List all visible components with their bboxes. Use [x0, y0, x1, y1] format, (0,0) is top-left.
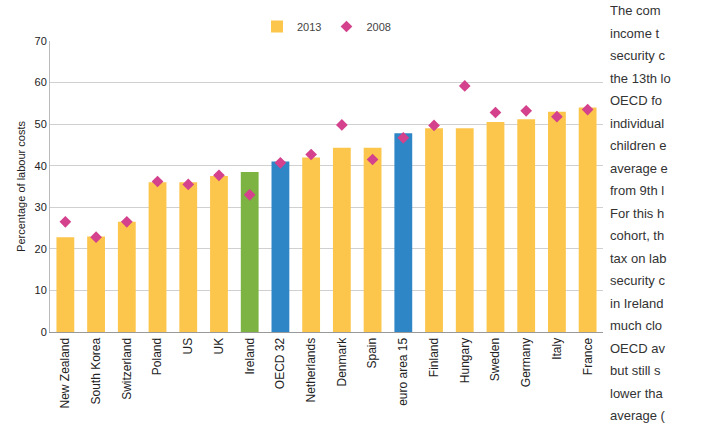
svg-text:70: 70 [35, 35, 47, 47]
svg-text:France: France [581, 337, 595, 375]
html-text:average (: average ( [610, 408, 665, 423]
svg-text:40: 40 [35, 160, 47, 172]
svg-text:Switzerland: Switzerland [120, 338, 134, 400]
svg-text:Italy: Italy [550, 338, 564, 360]
svg-text:50: 50 [35, 118, 47, 130]
html-text:income t: income t [610, 25, 660, 41]
html-text:the 13th lo: the 13th lo [610, 70, 671, 86]
svg-text:2008: 2008 [366, 21, 390, 33]
html-text:in Ireland: in Ireland [610, 295, 664, 311]
html-text:cohort, th: cohort, th [610, 228, 665, 243]
html-text:OECD fo: OECD fo [610, 93, 662, 108]
svg-text:euro area 15: euro area 15 [396, 337, 410, 405]
html-text:The com: The com [610, 3, 661, 18]
svg-text:60: 60 [35, 76, 47, 88]
svg-text:South Korea: South Korea [89, 337, 103, 404]
html-text:children e: children e [610, 138, 667, 153]
html-text:For this h: For this h [610, 205, 665, 221]
svg-text:Ireland: Ireland [243, 338, 257, 375]
svg-text:US: US [181, 338, 195, 355]
svg-text:Hungary: Hungary [458, 338, 472, 383]
html-text:from 9th l: from 9th l [610, 183, 665, 198]
svg-text:OECD 32: OECD 32 [273, 337, 287, 389]
svg-text:Germany: Germany [519, 338, 533, 387]
svg-text:2013: 2013 [297, 21, 321, 33]
html-text:individual: individual [610, 115, 665, 131]
html-text:average e: average e [610, 160, 668, 176]
html-text:security c: security c [610, 273, 665, 288]
svg-text:UK: UK [212, 338, 226, 355]
svg-text:Finland: Finland [427, 338, 441, 377]
svg-text:New Zealand: New Zealand [58, 338, 72, 409]
html-text:lower tha: lower tha [610, 385, 663, 401]
svg-text:30: 30 [35, 201, 47, 213]
svg-text:Netherlands: Netherlands [304, 338, 318, 403]
svg-text:Sweden: Sweden [488, 338, 502, 381]
svg-text:Spain: Spain [365, 338, 379, 369]
html-text:but still s: but still s [610, 363, 661, 378]
svg-text:Poland: Poland [150, 338, 164, 375]
svg-text:0: 0 [41, 326, 47, 338]
html-text:much clo: much clo [610, 318, 662, 333]
svg-text:20: 20 [35, 243, 47, 255]
html-text:tax on lab: tax on lab [610, 250, 667, 266]
svg-text:Percentage of labour costs: Percentage of labour costs [15, 121, 27, 252]
svg-text:Denmark: Denmark [335, 337, 349, 387]
svg-text:10: 10 [35, 284, 47, 296]
html-text:security c: security c [610, 48, 665, 63]
html-text:OECD av: OECD av [610, 340, 665, 356]
